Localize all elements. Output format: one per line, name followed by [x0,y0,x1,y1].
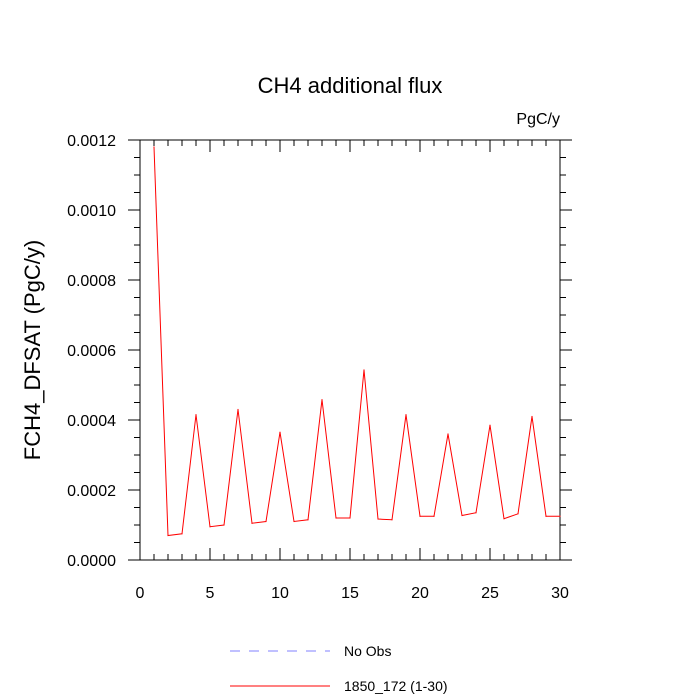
data-point [223,524,225,526]
chart-title: CH4 additional flux [258,73,443,98]
data-point [545,515,547,517]
data-point [503,518,505,520]
data-point [181,533,183,535]
y-tick-label: 0.0004 [67,413,116,430]
data-point [307,519,309,521]
y-tick-label: 0.0008 [67,273,116,290]
data-point [209,526,211,528]
x-tick-label: 30 [551,585,569,602]
data-point [363,369,365,371]
legend-label: No Obs [344,643,391,659]
data-point [447,433,449,435]
data-point [475,512,477,514]
x-tick-label: 0 [136,585,145,602]
data-point [559,515,561,517]
data-point [279,431,281,433]
data-point [433,515,435,517]
data-point [531,415,533,418]
y-tick-label: 0.0012 [67,133,116,150]
data-point [251,522,253,524]
data-point [489,424,491,426]
x-tick-label: 15 [341,585,359,602]
data-point [237,408,239,411]
data-point [517,513,519,515]
series-layer [153,146,561,537]
x-tick-label: 10 [271,585,289,602]
plot-frame [139,139,561,561]
series-line [153,146,560,537]
data-point [153,146,155,148]
y-tick-label: 0.0000 [67,553,116,570]
data-point [405,414,407,416]
x-tick-label: 5 [206,585,215,602]
data-point [321,399,323,401]
data-point [349,517,351,519]
y-axis-label: FCH4_DFSAT (PgC/y) [20,240,45,460]
units-label: PgC/y [516,111,560,128]
data-point [377,518,379,520]
y-tick-label: 0.0006 [67,343,116,360]
data-point [419,515,421,517]
data-point [461,514,463,517]
x-tick-label: 25 [481,585,499,602]
x-tick-label: 20 [411,585,429,602]
y-tick-label: 0.0002 [67,483,116,500]
axis-ticks: 0 5 10 15 20 25 30 0.0000 0.0002 0.0004 0.0006 0.00… [67,133,572,602]
data-point [167,534,169,537]
data-point [335,517,337,519]
y-tick-label: 0.0010 [67,203,116,220]
data-point [293,520,295,523]
data-point [195,414,197,416]
data-point [391,519,393,521]
legend: No Obs 1850_172 (1-30) [230,643,448,694]
legend-label: 1850_172 (1-30) [344,678,448,694]
data-point [265,520,267,523]
